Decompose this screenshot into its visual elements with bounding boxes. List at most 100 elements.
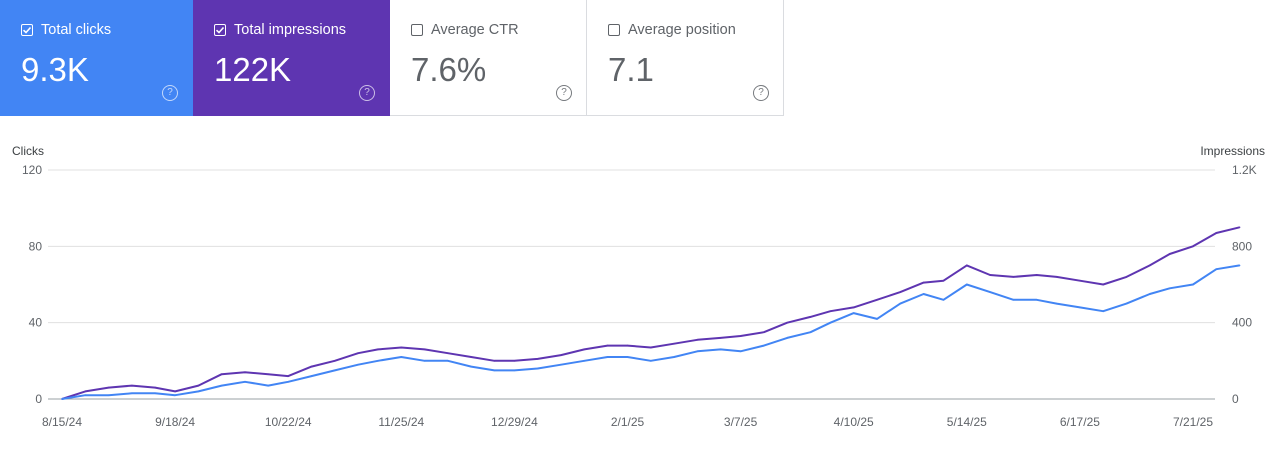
help-icon[interactable]: ?: [359, 85, 375, 101]
data-point-impressions: [1192, 245, 1194, 248]
left-tick-label: 0: [35, 392, 42, 406]
data-point-clicks: [131, 392, 133, 395]
data-point-clicks: [197, 390, 200, 393]
data-point-impressions: [470, 356, 472, 358]
data-point-impressions: [197, 384, 200, 387]
average-ctr-value: 7.6%: [411, 51, 487, 88]
total-clicks-card[interactable]: Total clicks 9.3K ?: [0, 0, 193, 116]
checkbox-unchecked-icon[interactable]: [411, 24, 423, 36]
data-point-impressions: [513, 360, 516, 362]
data-point-clicks: [61, 398, 63, 400]
total-clicks-value: 9.3K: [21, 51, 89, 88]
data-point-impressions: [786, 321, 788, 324]
data-point-impressions: [719, 337, 722, 339]
data-point-impressions: [583, 348, 586, 351]
total-impressions-header: Total impressions: [214, 22, 346, 38]
data-point-clicks: [1215, 268, 1218, 271]
x-tick-label: 5/14/25: [947, 415, 987, 429]
data-point-clicks: [1035, 298, 1038, 301]
data-point-impressions: [493, 360, 496, 362]
data-point-clicks: [174, 394, 176, 396]
data-point-impressions: [1012, 276, 1015, 278]
help-icon[interactable]: ?: [162, 85, 178, 101]
average-position-card[interactable]: Average position 7.1 ?: [587, 0, 784, 116]
average-ctr-header: Average CTR: [411, 22, 519, 38]
data-point-impressions: [1215, 232, 1218, 234]
data-point-clicks: [244, 381, 246, 383]
x-tick-label: 4/10/25: [834, 415, 874, 429]
data-point-clicks: [626, 356, 629, 358]
data-point-impressions: [267, 373, 270, 375]
data-point-clicks: [377, 360, 379, 362]
data-point-clicks: [763, 344, 765, 347]
right-tick-label: 800: [1232, 239, 1252, 253]
data-point-impressions: [333, 360, 336, 362]
checkbox-checked-icon[interactable]: [21, 24, 33, 36]
data-point-impressions: [220, 373, 223, 375]
total-impressions-card[interactable]: Total impressions 122K ?: [193, 0, 390, 116]
data-point-impressions: [922, 281, 925, 284]
data-point-impressions: [1055, 276, 1058, 278]
data-point-clicks: [107, 394, 110, 396]
data-point-clicks: [673, 356, 675, 358]
data-point-clicks: [852, 312, 855, 314]
help-icon[interactable]: ?: [556, 85, 572, 101]
data-point-clicks: [966, 283, 968, 286]
data-point-impressions: [1125, 276, 1128, 278]
data-point-clicks: [1148, 293, 1151, 295]
data-point-impressions: [1168, 253, 1171, 255]
left-tick-label: 80: [29, 239, 43, 253]
data-point-clicks: [606, 356, 609, 358]
total-impressions-label: Total impressions: [234, 22, 347, 38]
average-ctr-label: Average CTR: [431, 22, 519, 38]
data-point-clicks: [493, 369, 496, 372]
data-point-clicks: [154, 392, 156, 395]
data-point-clicks: [1102, 310, 1104, 313]
data-point-clicks: [583, 360, 586, 362]
data-point-impressions: [244, 371, 246, 374]
data-point-clicks: [357, 363, 359, 366]
data-point-impressions: [673, 342, 675, 345]
data-point-clicks: [719, 348, 722, 351]
data-point-impressions: [377, 348, 379, 351]
checkbox-unchecked-icon[interactable]: [608, 24, 620, 36]
right-tick-label: 400: [1232, 316, 1252, 330]
data-point-clicks: [1055, 302, 1058, 305]
x-tick-label: 11/25/24: [378, 415, 424, 429]
data-point-impressions: [966, 264, 968, 267]
data-point-impressions: [626, 344, 629, 347]
data-point-clicks: [829, 321, 832, 324]
data-point-impressions: [357, 352, 359, 354]
average-ctr-card[interactable]: Average CTR 7.6% ?: [390, 0, 587, 116]
data-point-clicks: [447, 360, 449, 362]
data-point-impressions: [739, 335, 742, 337]
data-point-impressions: [107, 386, 110, 389]
x-tick-label: 3/7/25: [724, 415, 758, 429]
total-clicks-header: Total clicks: [21, 22, 111, 38]
data-point-clicks: [1238, 264, 1241, 267]
data-point-impressions: [852, 306, 855, 309]
data-point-clicks: [84, 394, 87, 396]
data-point-impressions: [1238, 226, 1241, 229]
right-tick-label: 1.2K: [1232, 163, 1257, 177]
data-point-impressions: [696, 339, 699, 341]
help-icon[interactable]: ?: [753, 85, 769, 101]
average-position-value: 7.1: [608, 51, 654, 88]
checkbox-checked-icon[interactable]: [214, 24, 226, 36]
data-point-clicks: [470, 365, 472, 368]
data-point-clicks: [1012, 298, 1015, 301]
data-point-impressions: [174, 390, 176, 393]
data-point-impressions: [649, 346, 652, 349]
data-point-impressions: [989, 274, 991, 276]
data-point-clicks: [739, 350, 742, 353]
data-point-impressions: [876, 298, 878, 301]
left-axis-title: Clicks: [12, 144, 44, 158]
data-point-clicks: [423, 360, 426, 362]
data-point-impressions: [942, 279, 945, 282]
data-point-impressions: [84, 390, 87, 393]
data-point-clicks: [942, 298, 945, 301]
x-tick-label: 6/17/25: [1060, 415, 1100, 429]
data-point-clicks: [536, 367, 539, 370]
data-point-clicks: [1079, 306, 1081, 309]
metric-cards: Total clicks 9.3K ? Total impressions 12…: [0, 0, 786, 116]
